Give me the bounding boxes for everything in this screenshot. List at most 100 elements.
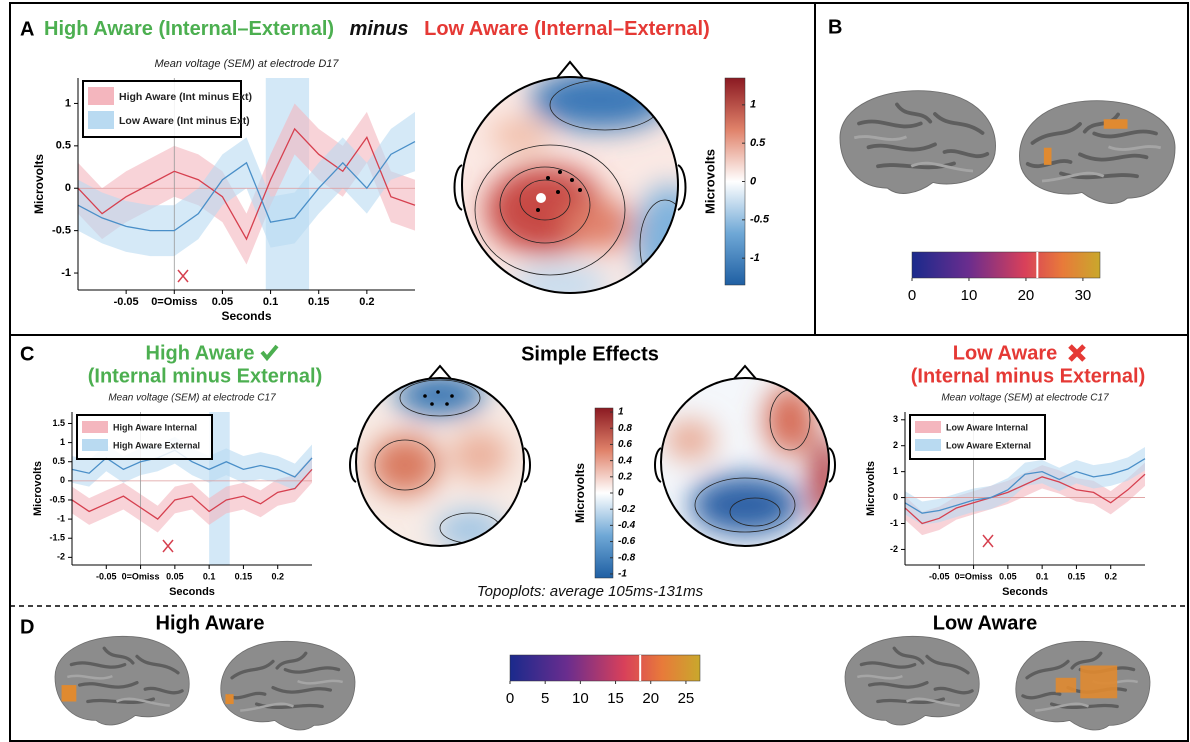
legend-swatch bbox=[915, 421, 941, 433]
y-tick-label: 0.5 bbox=[56, 140, 71, 152]
x-tick-label: 0.2 bbox=[1104, 571, 1117, 581]
subpanel-title: High Aware bbox=[156, 612, 265, 634]
colorbar-label: Microvolts bbox=[573, 463, 587, 523]
y-axis-label: Microvolts bbox=[32, 461, 44, 516]
legend-label: Low Aware Internal bbox=[946, 422, 1028, 432]
subpanel-subtitle: (Internal minus External) bbox=[911, 365, 1146, 387]
legend-swatch bbox=[915, 439, 941, 451]
topoplot bbox=[349, 364, 531, 547]
topoplot-note: Topoplots: average 105ms-131ms bbox=[477, 583, 704, 600]
brain bbox=[53, 634, 191, 727]
chart-subtitle: Mean voltage (SEM) at electrode C17 bbox=[941, 393, 1109, 404]
y-tick-label: -0.5 bbox=[52, 225, 71, 237]
colorbar-tick-label: 0.8 bbox=[618, 423, 632, 434]
colorbar-tick-label: -1 bbox=[618, 569, 627, 580]
series-line bbox=[71, 449, 313, 478]
colorbar-gradient bbox=[911, 251, 1101, 279]
y-tick-label: -0.5 bbox=[49, 494, 65, 504]
subpanel-subtitle: (Internal minus External) bbox=[88, 365, 323, 387]
x-tick-label: 0.1 bbox=[1036, 571, 1049, 581]
x-axis-label: Seconds bbox=[221, 309, 271, 323]
y-tick-label: -1.5 bbox=[49, 533, 65, 543]
y-tick-label: -1 bbox=[61, 267, 71, 279]
heading-left: High Aware (Internal–External) bbox=[44, 18, 334, 40]
series-line bbox=[77, 127, 416, 241]
colorbar-tick-label: 5 bbox=[541, 690, 549, 707]
x-axis-label: Seconds bbox=[1002, 586, 1048, 598]
line-chart: -2 -1 0 1 2 3 -0.05 0=Omiss 0.05 0.1 0.15 0.2 Mean v… bbox=[865, 393, 1146, 598]
legend-swatch bbox=[88, 87, 114, 105]
colorbar: 1 0.5 0 -0.5 -1 Microvolts bbox=[702, 77, 770, 286]
legend-label: High Aware External bbox=[113, 440, 200, 450]
x-tick-label: -0.05 bbox=[96, 571, 117, 581]
y-axis-label: Microvolts bbox=[865, 461, 877, 516]
series-line bbox=[904, 458, 1146, 514]
colorbar-tick-label: 1 bbox=[750, 99, 756, 111]
brain bbox=[838, 88, 998, 196]
legend-label: High Aware Internal bbox=[113, 422, 197, 432]
colorbar-tick-label: 0.6 bbox=[618, 439, 632, 450]
x-axis-label: Seconds bbox=[169, 586, 215, 598]
panel-letter: D bbox=[20, 616, 34, 638]
colorbar-tick-label: 0 bbox=[618, 488, 624, 499]
colorbar-tick-label: 0.4 bbox=[618, 455, 632, 466]
y-tick-label: 1 bbox=[893, 466, 898, 476]
legend-swatch bbox=[82, 439, 108, 451]
x-tick-label: 0.15 bbox=[1068, 571, 1086, 581]
colorbar-tick-label: 10 bbox=[572, 690, 589, 707]
y-tick-label: 0.5 bbox=[52, 456, 65, 466]
colorbar-label: Microvolts bbox=[702, 149, 717, 214]
y-tick-label: -2 bbox=[57, 552, 65, 562]
y-tick-label: 2 bbox=[893, 440, 898, 450]
omission-icon bbox=[162, 269, 994, 553]
y-tick-label: -2 bbox=[890, 544, 898, 554]
subpanel-title: Low Aware bbox=[953, 342, 1057, 364]
legend-swatch bbox=[82, 421, 108, 433]
x-tick-label: 0=Omiss bbox=[955, 571, 993, 581]
sem-band bbox=[72, 455, 312, 533]
heading-mid: minus bbox=[350, 18, 409, 40]
x-tick-label: 0.1 bbox=[203, 571, 216, 581]
colorbar-tick-label: 20 bbox=[642, 690, 659, 707]
colorbar-tick-label: 0 bbox=[750, 175, 757, 187]
chart-subtitle: Mean voltage (SEM) at electrode D17 bbox=[154, 58, 339, 70]
colorbar-tick-label: -0.2 bbox=[618, 504, 636, 515]
series-line bbox=[71, 468, 313, 520]
sem-band bbox=[72, 436, 312, 491]
x-tick-label: 0.2 bbox=[271, 571, 284, 581]
x-tick-label: 0.05 bbox=[999, 571, 1017, 581]
topoplot bbox=[453, 60, 687, 294]
chart-subtitle: Mean voltage (SEM) at electrode C17 bbox=[108, 393, 276, 404]
x-tick-label: 0.1 bbox=[263, 296, 278, 308]
colorbar-tick-label: 0 bbox=[908, 287, 916, 304]
colorbar-tick-label: 30 bbox=[1075, 287, 1092, 304]
brain bbox=[1014, 639, 1152, 732]
y-tick-label: 1 bbox=[60, 437, 65, 447]
subpanel-title: Low Aware bbox=[933, 612, 1037, 634]
check-icon bbox=[260, 344, 279, 362]
y-tick-label: 0 bbox=[60, 475, 65, 485]
series-line bbox=[904, 473, 1146, 525]
brain bbox=[219, 639, 357, 732]
colorbar-tick-label: 0 bbox=[506, 690, 514, 707]
x-tick-label: 0.05 bbox=[212, 296, 233, 308]
x-tick-label: 0.2 bbox=[359, 296, 374, 308]
colorbar-tick-label: 10 bbox=[961, 287, 978, 304]
x-tick-label: -0.05 bbox=[929, 571, 950, 581]
y-tick-label: 0 bbox=[893, 492, 898, 502]
topoplot bbox=[654, 364, 836, 547]
panel-letter: C bbox=[20, 343, 34, 365]
center-title: Simple Effects bbox=[521, 343, 659, 365]
subpanel-title: High Aware bbox=[146, 342, 255, 364]
x-tick-label: 0=Omiss bbox=[122, 571, 160, 581]
colorbar-tick-label: -0.5 bbox=[750, 214, 770, 226]
legend-label: Low Aware External bbox=[946, 440, 1031, 450]
brain bbox=[1017, 98, 1177, 206]
legend-label: High Aware (Int minus Ext) bbox=[119, 91, 252, 103]
y-tick-label: 3 bbox=[893, 414, 898, 424]
y-tick-label: 1.5 bbox=[52, 418, 65, 428]
colorbar-tick-label: 25 bbox=[678, 690, 695, 707]
series-line bbox=[77, 141, 416, 232]
panel-frames bbox=[9, 2, 1189, 742]
